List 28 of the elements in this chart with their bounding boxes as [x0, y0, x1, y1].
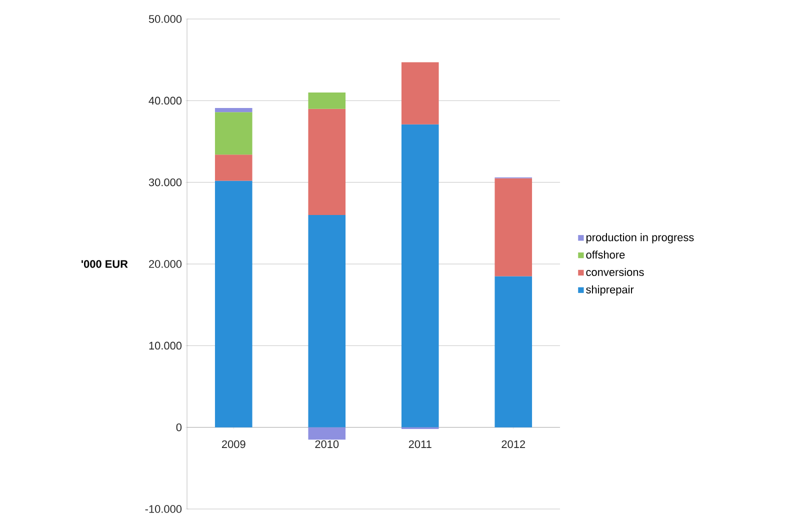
y-tick-label: 30.000 — [148, 178, 182, 186]
legend-label: conversions — [586, 268, 644, 276]
y-tick-label: 40.000 — [148, 96, 182, 105]
y-tick-label: 10.000 — [149, 342, 182, 350]
bar — [214, 112, 252, 155]
bar — [308, 427, 346, 440]
bar — [308, 215, 346, 428]
bar — [214, 108, 252, 112]
bar — [494, 276, 532, 428]
legend-label: shiprepair — [586, 285, 634, 296]
bar — [214, 180, 252, 428]
bar — [401, 124, 439, 428]
bar — [308, 92, 346, 109]
bar — [214, 154, 252, 181]
x-tick-label: 2010 — [315, 440, 339, 448]
y-tick-label: 20.000 — [149, 260, 182, 268]
legend-label: offshore — [586, 250, 625, 259]
x-tick-label: 2012 — [502, 440, 526, 448]
y-tick-label: 0 — [176, 423, 182, 432]
bar — [308, 108, 346, 215]
x-tick-label: 2009 — [222, 440, 246, 448]
y-tick-label: 50.000 — [148, 15, 182, 23]
y-tick-label: -10.000 — [145, 505, 182, 513]
legend-label: production in progress — [586, 233, 694, 244]
bar — [494, 178, 532, 276]
y-axis-title: '000 EUR — [82, 260, 128, 268]
bar — [401, 62, 439, 124]
x-tick-label: 2011 — [408, 440, 432, 448]
